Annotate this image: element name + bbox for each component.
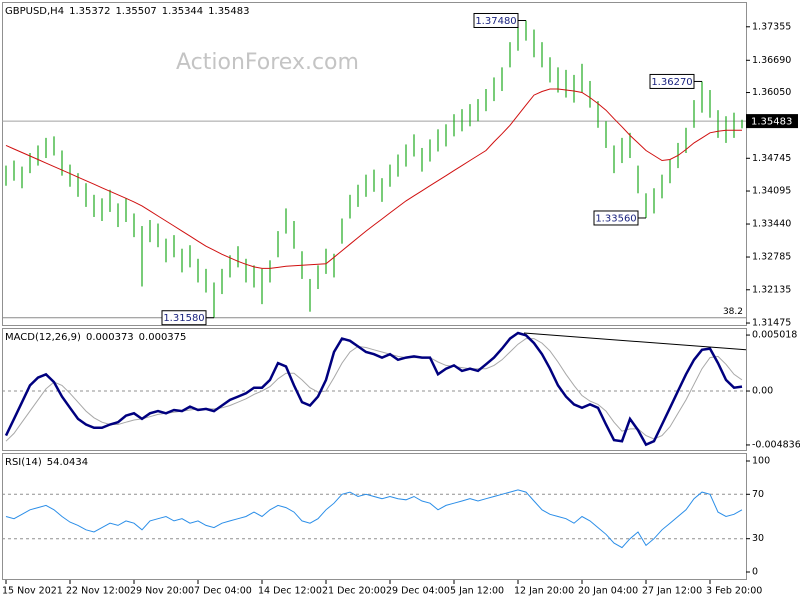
panel-title: RSI(14) 54.0434 — [5, 457, 88, 468]
x-tick-label: 20 Jan 04:00 — [578, 586, 638, 597]
current-price-label: 1.35483 — [751, 117, 792, 128]
readout-value: 1.35507 — [115, 6, 156, 17]
x-tick-label: 22 Nov 12:00 — [66, 586, 130, 597]
x-tick-label: 15 Nov 2021 — [2, 586, 63, 597]
y-tick-label: 1.33440 — [752, 219, 791, 230]
watermark: ActionForex.com — [176, 50, 359, 75]
y-tick-label: 100 — [752, 455, 770, 466]
annotation-label: 1.31580 — [163, 313, 204, 324]
readout-value: 1.35483 — [208, 6, 249, 17]
rsi-panel — [2, 453, 747, 580]
y-tick-label: 1.37355 — [752, 21, 791, 32]
x-tick-label: 12 Jan 20:00 — [514, 586, 574, 597]
x-tick-label: 14 Dec 12:00 — [258, 586, 322, 597]
rsi-line — [5, 489, 743, 549]
moving-average — [5, 88, 742, 269]
x-tick-label: 21 Dec 20:00 — [322, 586, 386, 597]
y-tick-label: 1.34095 — [752, 186, 791, 197]
y-tick-label: 1.31475 — [752, 318, 791, 329]
y-tick-label: 1.34745 — [752, 153, 791, 164]
y-tick-label: 1.32135 — [752, 284, 791, 295]
readout-value: 0.000373 — [86, 332, 134, 343]
y-tick-label: 1.36690 — [752, 55, 791, 66]
indicator-name: RSI(14) — [5, 457, 42, 468]
annotation-box — [473, 12, 519, 28]
x-tick-label: 27 Jan 12:00 — [642, 586, 702, 597]
x-tick-label: 3 Feb 20:00 — [706, 586, 762, 597]
readout-value: 0.000375 — [139, 332, 187, 343]
current-price-box — [746, 114, 798, 129]
panel-title: GBPUSD,H4 1.35372 1.35507 1.35344 1.35483 — [5, 6, 250, 17]
y-tick-label: 30 — [752, 533, 764, 544]
price-panel — [2, 2, 747, 326]
annotation-label: 1.37480 — [475, 16, 516, 27]
annotation-box — [593, 210, 639, 226]
annotation-label: 1.36270 — [651, 77, 692, 88]
readout-value: 1.35372 — [69, 6, 110, 17]
readout-value: 54.0434 — [47, 457, 88, 468]
x-tick-label: 29 Dec 04:00 — [386, 586, 450, 597]
x-tick-label: 29 Nov 20:00 — [130, 586, 194, 597]
y-tick-label: 70 — [752, 489, 764, 500]
x-tick-label: 5 Jan 12:00 — [450, 586, 504, 597]
y-tick-label: 0.005018 — [752, 330, 797, 341]
y-tick-label: -0.004836 — [752, 439, 800, 450]
annotation-box — [649, 73, 695, 89]
macd-line — [4, 331, 743, 447]
trendline — [523, 332, 747, 351]
panel-title: MACD(12,26,9) 0.000373 0.000375 — [5, 332, 186, 343]
indicator-name: GBPUSD,H4 — [5, 6, 64, 17]
readout-value: 1.35344 — [162, 6, 203, 17]
y-tick-label: 1.36050 — [752, 87, 791, 98]
y-tick-label: 1.32785 — [752, 252, 791, 263]
indicator-name: MACD(12,26,9) — [5, 332, 81, 343]
macd-panel — [2, 328, 747, 451]
annotation-label: 1.33560 — [595, 213, 636, 224]
y-tick-label: 0.00 — [752, 386, 773, 397]
fib-level-label: 38.2 — [723, 307, 743, 317]
annotation-box — [161, 310, 207, 326]
signal-line — [5, 338, 743, 442]
x-tick-label: 7 Dec 04:00 — [194, 586, 252, 597]
y-tick-label: 0 — [752, 567, 758, 578]
